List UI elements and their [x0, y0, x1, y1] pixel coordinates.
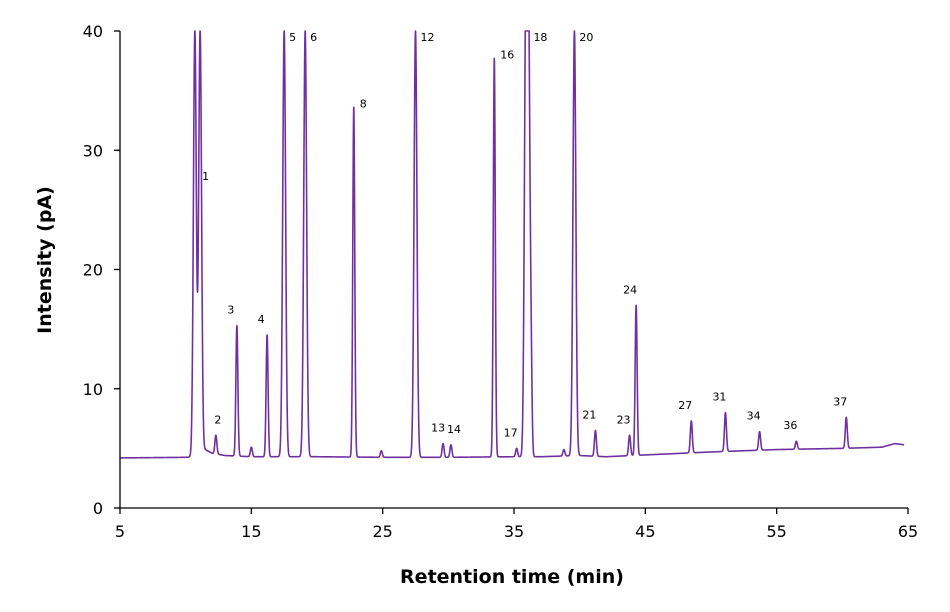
x-tick-label: 45: [635, 522, 655, 541]
peak-label: 3: [227, 304, 234, 317]
y-tick-label: 30: [83, 141, 103, 160]
peak-label: 24: [623, 283, 637, 296]
peak-label: 18: [533, 31, 547, 44]
y-tick-label: 0: [93, 499, 103, 518]
peak-label: 23: [617, 413, 631, 426]
x-tick-label: 5: [115, 522, 125, 541]
x-axis-title: Retention time (min): [400, 566, 624, 588]
peak-label: 6: [310, 31, 317, 44]
peak-label: 1: [202, 170, 209, 183]
y-axis-title: Intensity (pA): [34, 186, 56, 334]
signal-trace: [119, 30, 905, 459]
x-tick-label: 15: [241, 522, 261, 541]
peak-label: 34: [747, 410, 761, 423]
x-tick-label: 65: [898, 522, 918, 541]
peak-label: 20: [579, 31, 593, 44]
x-tick-label: 35: [504, 522, 524, 541]
peak-label: 5: [289, 31, 296, 44]
x-tick-label: 25: [372, 522, 392, 541]
peak-label: 16: [500, 48, 514, 61]
peak-label: 17: [504, 426, 518, 439]
peak-label: 2: [214, 413, 221, 426]
peak-label: 13: [431, 422, 445, 435]
y-tick-label: 10: [83, 380, 103, 399]
peak-label: 36: [783, 419, 797, 432]
plot-area: [119, 30, 905, 459]
peak-label: 14: [447, 423, 461, 436]
x-tick-label: 55: [766, 522, 786, 541]
peak-label: 27: [678, 399, 692, 412]
y-tick-label: 20: [83, 261, 103, 280]
y-tick-label: 40: [83, 22, 103, 41]
peak-label: 4: [258, 313, 265, 326]
peak-label: 37: [833, 395, 847, 408]
peak-label: 21: [582, 408, 596, 421]
peak-label: 31: [712, 391, 726, 404]
peak-label: 12: [421, 31, 435, 44]
peak-label: 8: [360, 97, 367, 110]
